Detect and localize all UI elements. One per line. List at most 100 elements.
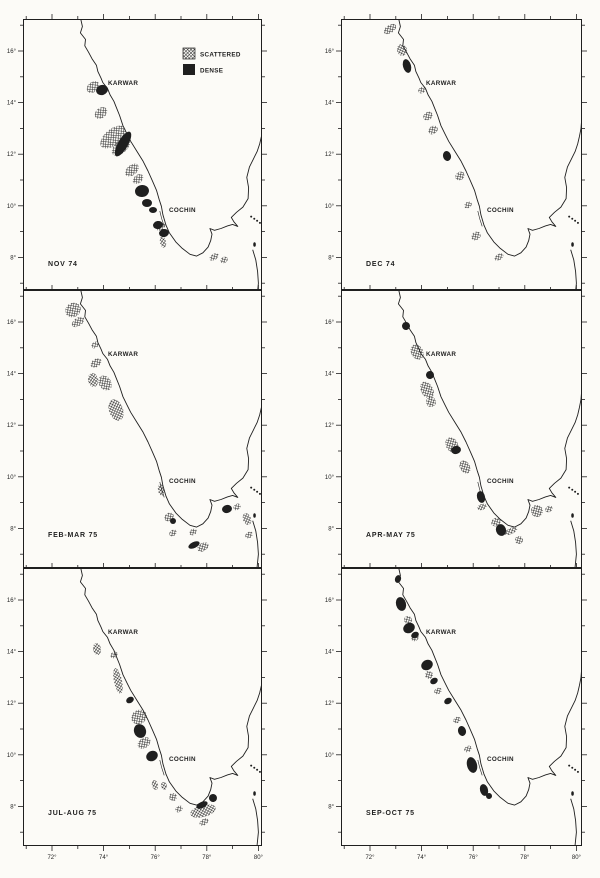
panel-border <box>23 290 262 568</box>
dense-patch <box>135 184 149 198</box>
dense-patch <box>403 622 415 634</box>
scattered-patch <box>383 23 397 35</box>
scattered-patch <box>209 253 219 261</box>
scattered-patch <box>434 687 442 695</box>
scattered-patch <box>464 201 472 209</box>
mannar-island <box>571 513 574 518</box>
adams-bridge-islet <box>576 221 579 224</box>
panel-border <box>341 290 582 568</box>
scattered-patch <box>169 793 177 801</box>
karwar-label: KARWAR <box>108 80 138 87</box>
latitude-label: 12° <box>7 423 17 429</box>
scattered-patch <box>98 375 112 391</box>
map-content <box>65 290 262 568</box>
karwar-label: KARWAR <box>426 351 456 358</box>
adams-bridge-islet <box>574 768 577 771</box>
adams-bridge-islet <box>571 488 574 491</box>
scattered-patch <box>125 163 139 177</box>
backwater-line <box>477 210 483 227</box>
scattered-patches <box>65 302 253 552</box>
scattered-patch <box>94 107 108 119</box>
scattered-patches <box>383 23 504 261</box>
dense-patch <box>170 518 176 524</box>
map-content <box>79 568 262 846</box>
scattered-patches <box>410 344 553 544</box>
dense-patch <box>133 724 147 738</box>
longitude-label: 72° <box>365 855 375 861</box>
scattered-patch <box>65 302 81 318</box>
karwar-label: KARWAR <box>426 629 456 636</box>
longitude-label: 80° <box>572 855 582 861</box>
mannar-island <box>571 242 574 247</box>
scattered-patch <box>159 236 167 248</box>
scattered-patch <box>423 111 433 121</box>
scattered-patch <box>455 171 465 181</box>
latitude-label: 10° <box>7 753 17 759</box>
panel-border <box>341 19 582 290</box>
dense-patch <box>395 597 407 611</box>
month-label: APR-MAY 75 <box>366 532 416 539</box>
adams-bridge-islet <box>250 764 253 767</box>
dense-patch <box>430 677 438 685</box>
latitude-label: 14° <box>325 650 335 656</box>
backwater-line <box>477 759 483 776</box>
latitude-label: 8° <box>328 526 334 532</box>
latitude-label: 14° <box>325 372 335 378</box>
latitude-label: 12° <box>7 701 17 707</box>
dense-patch <box>451 445 461 455</box>
india-coastline <box>79 19 262 257</box>
dense-patch <box>411 631 419 639</box>
longitude-label: 76° <box>151 855 161 861</box>
dense-patch <box>442 151 452 161</box>
map-content <box>79 19 262 290</box>
scattered-patch <box>477 503 487 511</box>
scattered-patch <box>242 513 252 525</box>
map-panel-nov-74: 16° 14° 12° 10° 8° KARWAR COCHIN NOV 74 SCATTERE… <box>7 14 267 290</box>
mannar-island <box>571 791 574 796</box>
month-label: SEP-OCT 75 <box>366 810 415 817</box>
longitude-label: 80° <box>254 855 264 861</box>
dense-patch <box>146 750 158 762</box>
dense-patches <box>402 322 507 536</box>
axis-ticks <box>18 285 267 555</box>
latitude-label: 10° <box>325 753 335 759</box>
latitude-label: 16° <box>325 598 335 604</box>
adams-bridge-islet <box>256 219 259 222</box>
karwar-label: KARWAR <box>108 629 138 636</box>
adams-bridge-islet <box>250 215 253 218</box>
scattered-patch <box>86 81 100 93</box>
axis-ticks <box>336 14 587 284</box>
month-label: DEC 74 <box>366 261 395 268</box>
adams-bridge-islet <box>253 766 256 769</box>
cochin-label: COCHIN <box>487 756 514 763</box>
month-label: FEB-MAR 75 <box>48 532 98 539</box>
dense-patches <box>170 504 232 549</box>
india-coastline <box>397 19 582 257</box>
dense-patch <box>466 757 478 773</box>
dense-patch <box>114 131 132 157</box>
scattered-patch <box>199 818 209 826</box>
india-coastline <box>397 568 582 806</box>
scattered-patch <box>233 503 241 511</box>
scattered-patch <box>491 517 501 527</box>
dense-patch <box>196 801 208 809</box>
scattered-patch <box>137 737 151 749</box>
axis-ticks <box>18 14 267 284</box>
latitude-label: 10° <box>7 204 17 210</box>
scattered-patch <box>464 745 472 753</box>
scattered-patch <box>113 668 123 694</box>
legend-dense-label: DENSE <box>200 68 223 75</box>
month-label: NOV 74 <box>48 261 78 268</box>
scattered-patch <box>504 526 518 536</box>
cochin-label: COCHIN <box>169 207 196 214</box>
legend-dense-swatch <box>183 64 195 75</box>
scattered-patch <box>418 86 426 94</box>
month-label: JUL-AUG 75 <box>48 810 97 817</box>
adams-bridge-islet <box>256 490 259 493</box>
scattered-patches <box>92 643 216 826</box>
mannar-island <box>253 791 256 796</box>
dense-patch <box>149 207 157 213</box>
adams-bridge-islet <box>574 219 577 222</box>
scattered-patch <box>175 805 183 813</box>
